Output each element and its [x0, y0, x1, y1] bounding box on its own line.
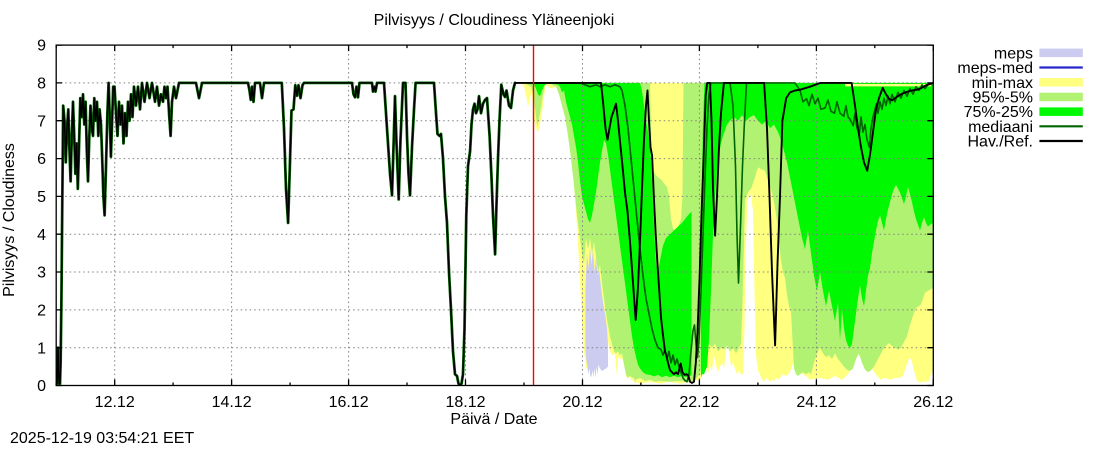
svg-text:meps-med: meps-med [957, 60, 1033, 77]
svg-text:Pilvisyys / Cloudiness: Pilvisyys / Cloudiness [1, 143, 18, 297]
svg-text:2: 2 [37, 303, 46, 320]
svg-text:min-max: min-max [972, 75, 1033, 92]
svg-text:Hav./Ref.: Hav./Ref. [968, 134, 1034, 151]
svg-text:1: 1 [37, 340, 46, 357]
svg-text:75%-25%: 75%-25% [964, 104, 1033, 121]
svg-text:Päivä / Date: Päivä / Date [450, 411, 537, 428]
svg-text:95%-5%: 95%-5% [973, 90, 1033, 107]
svg-text:8: 8 [37, 76, 46, 93]
svg-text:14.12: 14.12 [212, 394, 252, 411]
svg-text:24.12: 24.12 [796, 394, 836, 411]
svg-text:5: 5 [37, 189, 46, 206]
svg-text:26.12: 26.12 [913, 394, 953, 411]
svg-text:mediaani: mediaani [968, 119, 1033, 136]
svg-text:2025-12-19 03:54:21 EET: 2025-12-19 03:54:21 EET [10, 430, 194, 447]
svg-text:7: 7 [37, 113, 46, 130]
svg-text:Pilvisyys / Cloudiness Yläneen: Pilvisyys / Cloudiness Yläneenjoki [374, 12, 615, 29]
svg-text:22.12: 22.12 [679, 394, 719, 411]
svg-text:20.12: 20.12 [562, 394, 602, 411]
svg-text:16.12: 16.12 [329, 394, 369, 411]
svg-text:18.12: 18.12 [445, 394, 485, 411]
svg-text:3: 3 [37, 265, 46, 282]
svg-text:6: 6 [37, 151, 46, 168]
svg-text:4: 4 [37, 227, 46, 244]
svg-text:12.12: 12.12 [95, 394, 135, 411]
svg-text:0: 0 [37, 378, 46, 395]
svg-text:9: 9 [37, 38, 46, 55]
svg-text:meps: meps [994, 45, 1033, 62]
